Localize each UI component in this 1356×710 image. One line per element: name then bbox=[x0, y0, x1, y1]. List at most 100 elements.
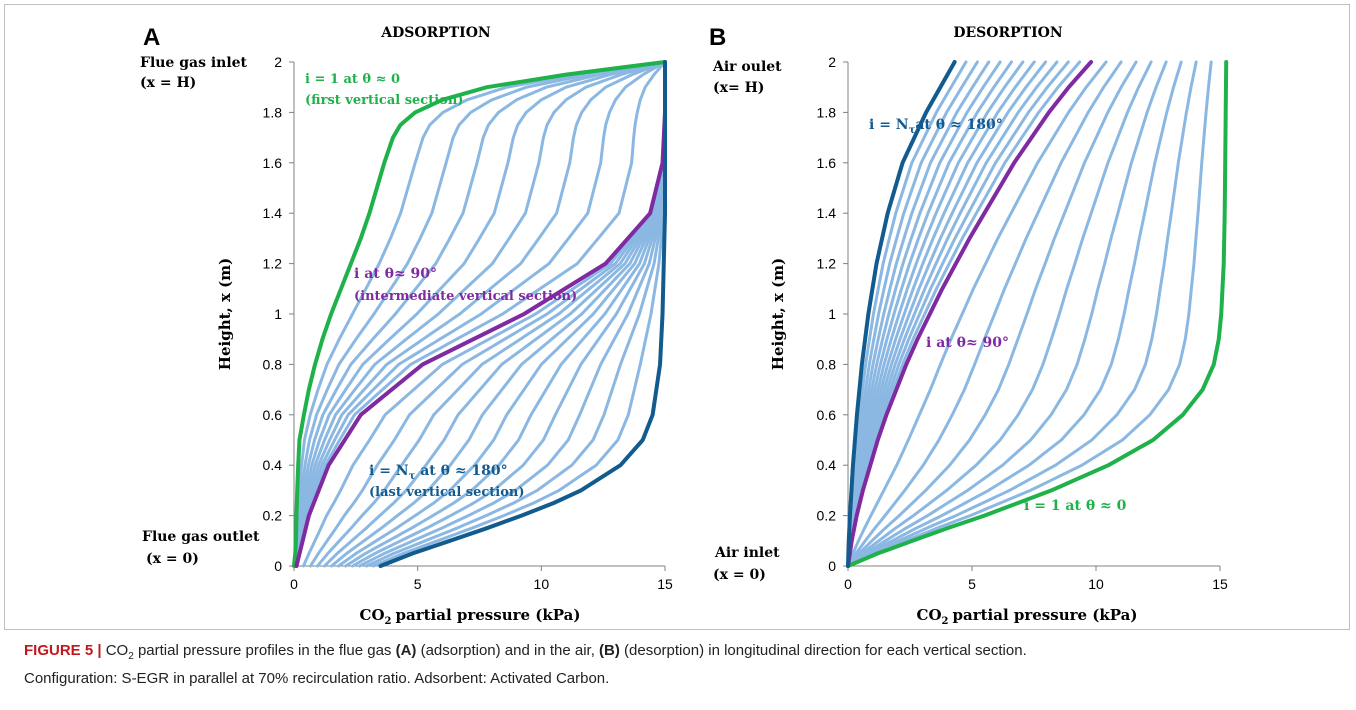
panel-b-y-tick-label: 0.2 bbox=[817, 508, 837, 524]
panel-a-xlabel-co: CO bbox=[360, 606, 385, 624]
panel-b-y-tick-label: 2 bbox=[828, 54, 836, 70]
panel-a-x-tick-label: 0 bbox=[290, 576, 298, 592]
panel-b-xlabel: CO2 partial pressure (kPa) bbox=[917, 606, 1138, 627]
panel-a-xlabel-sub: 2 bbox=[385, 616, 392, 627]
figure-caption: FIGURE 5 | CO2 partial pressure profiles… bbox=[24, 640, 1334, 690]
panel-b-section-curve bbox=[846, 60, 1153, 568]
caption-figure-label: FIGURE 5 | bbox=[24, 642, 102, 659]
caption-line-2: Configuration: S-EGR in parallel at 70% … bbox=[24, 670, 610, 687]
panel-a-annotation-last-theta: at θ ≈ 180° bbox=[415, 463, 507, 479]
panel-a-section-curve bbox=[293, 60, 667, 568]
panel-a-letter: A bbox=[143, 24, 160, 51]
caption-co2-sub: 2 bbox=[128, 651, 134, 662]
panel-a-annotation-first-2: (first vertical section) bbox=[305, 93, 463, 108]
panel-b-section-curve bbox=[846, 60, 1168, 568]
panel-b-annotation-last-theta: at θ ≈ 180° bbox=[915, 117, 1002, 133]
panel-a-annotation-last-1: i = Nτ at θ ≈ 180° bbox=[369, 463, 508, 482]
panel-a-section-curve bbox=[292, 60, 667, 568]
panel-b-y-tick-label: 1.4 bbox=[817, 205, 837, 221]
panel-a-y-tick-label: 1 bbox=[274, 306, 282, 322]
panel-a-xlabel-text: partial pressure (kPa) bbox=[396, 606, 581, 624]
panel-b-x-tick-label: 10 bbox=[1088, 576, 1104, 592]
panel-a: A ADSORPTION Flue gas inlet (x = H) Flue… bbox=[140, 24, 673, 627]
panel-a-section-curve bbox=[293, 60, 667, 568]
panel-b-annotation-last-n: i = N bbox=[869, 117, 909, 133]
caption-text-1: partial pressure profiles in the flue ga… bbox=[133, 642, 396, 659]
panel-a-annotation-intermediate-1: i at θ≈ 90° bbox=[354, 266, 437, 282]
panel-b-x-tick-label: 15 bbox=[1212, 576, 1228, 592]
panel-b-annotation-first: i = 1 at θ ≈ 0 bbox=[1024, 498, 1127, 514]
caption-text-3: (desorption) in longitudinal direction f… bbox=[619, 642, 1027, 659]
panel-a-title: ADSORPTION bbox=[380, 25, 491, 41]
panel-a-annotation-last-tau: τ bbox=[409, 471, 416, 482]
panel-a-series-last bbox=[378, 60, 667, 568]
panel-a-y-tick-label: 0.8 bbox=[263, 356, 283, 372]
panel-b-section-curve bbox=[846, 60, 1138, 568]
panel-a-annotation-first-1: i = 1 at θ ≈ 0 bbox=[305, 72, 400, 87]
panel-b-y-tick-label: 1.6 bbox=[817, 155, 837, 171]
panel-b-y-tick-label: 0.6 bbox=[817, 407, 837, 423]
figure-frame bbox=[4, 4, 1350, 630]
panel-a-top-label-1: Flue gas inlet bbox=[140, 55, 248, 71]
panel-b-y-tick-label: 1.2 bbox=[817, 256, 837, 272]
panel-a-x-tick-label: 15 bbox=[657, 576, 673, 592]
panel-a-y-tick-label: 1.4 bbox=[263, 205, 283, 221]
panel-a-annotation-intermediate-2: (intermediate vertical section) bbox=[354, 289, 577, 304]
panel-a-annotation-last-2: (last vertical section) bbox=[369, 485, 525, 500]
panel-a-x-tick-label: 5 bbox=[414, 576, 422, 592]
panel-b-y-tick-label: 1.8 bbox=[817, 104, 837, 120]
panel-b-x-tick-label: 0 bbox=[844, 576, 852, 592]
panel-b-xlabel-sub: 2 bbox=[942, 616, 949, 627]
panel-a-top-label-2: (x = H) bbox=[140, 75, 196, 91]
panel-b-bottom-label-2: (x = 0) bbox=[713, 567, 766, 583]
panel-b-xlabel-text: partial pressure (kPa) bbox=[953, 606, 1138, 624]
panel-b-annotation-intermediate: i at θ≈ 90° bbox=[926, 335, 1009, 351]
panel-b-series-last bbox=[846, 60, 957, 568]
panel-a-y-tick-label: 0 bbox=[274, 558, 282, 574]
panel-b-xlabel-co: CO bbox=[917, 606, 942, 624]
panel-b-section-curve bbox=[846, 60, 1123, 568]
panel-b-section-curve bbox=[846, 60, 1070, 568]
panel-b-y-tick-label: 0.4 bbox=[817, 457, 837, 473]
panel-b-title: DESORPTION bbox=[953, 25, 1062, 41]
figure-charts: A ADSORPTION Flue gas inlet (x = H) Flue… bbox=[140, 24, 1229, 627]
panel-a-bottom-label-1: Flue gas outlet bbox=[142, 529, 260, 545]
panel-a-series-first bbox=[292, 60, 667, 568]
panel-b-x-tick-label: 5 bbox=[968, 576, 976, 592]
panel-b: B DESORPTION Air oulet (x= H) Air inlet … bbox=[709, 24, 1229, 627]
caption-line-1: FIGURE 5 | CO2 partial pressure profiles… bbox=[24, 640, 1334, 668]
panel-b-bottom-label-1: Air inlet bbox=[714, 545, 780, 561]
caption-bold-a: (A) bbox=[395, 642, 417, 659]
panel-a-y-tick-label: 0.6 bbox=[263, 407, 283, 423]
panel-a-y-tick-label: 1.6 bbox=[263, 155, 283, 171]
panel-b-intermediate-curves bbox=[846, 60, 1213, 568]
panel-b-section-curve bbox=[846, 60, 1183, 568]
panel-a-y-tick-label: 0.4 bbox=[263, 457, 283, 473]
panel-a-section-curve bbox=[294, 60, 667, 568]
panel-a-section-curve bbox=[293, 60, 667, 568]
panel-b-top-label-1: Air oulet bbox=[712, 59, 782, 75]
panel-a-ylabel: Height, x (m) bbox=[216, 258, 234, 370]
panel-a-section-curve bbox=[294, 60, 667, 568]
panel-b-section-curve bbox=[846, 60, 1213, 568]
panel-a-y-tick-label: 1.2 bbox=[263, 256, 283, 272]
panel-b-series-intermediate bbox=[846, 60, 1094, 568]
panel-b-y-tick-label: 0 bbox=[828, 558, 836, 574]
panel-a-x-tick-label: 10 bbox=[534, 576, 550, 592]
panel-b-annotation-last-tau: τ bbox=[909, 125, 916, 136]
panel-b-series-first bbox=[846, 60, 1229, 568]
panel-a-y-tick-label: 1.8 bbox=[263, 104, 283, 120]
panel-a-section-curve bbox=[293, 60, 667, 568]
panel-a-bottom-label-2: (x = 0) bbox=[146, 551, 199, 567]
panel-a-section-curve bbox=[294, 60, 667, 568]
panel-b-section-curve bbox=[846, 60, 1108, 568]
panel-a-y-tick-label: 2 bbox=[274, 54, 282, 70]
panel-b-y-tick-label: 0.8 bbox=[817, 356, 837, 372]
panel-b-top-label-2: (x= H) bbox=[713, 80, 764, 96]
panel-a-xlabel: CO2 partial pressure (kPa) bbox=[360, 606, 581, 627]
caption-bold-b: (B) bbox=[599, 642, 620, 659]
panel-a-annotation-last-n: i = N bbox=[369, 463, 409, 479]
panel-a-y-tick-label: 0.2 bbox=[263, 508, 283, 524]
caption-co2: CO bbox=[105, 642, 129, 659]
panel-b-ylabel: Height, x (m) bbox=[769, 258, 787, 370]
